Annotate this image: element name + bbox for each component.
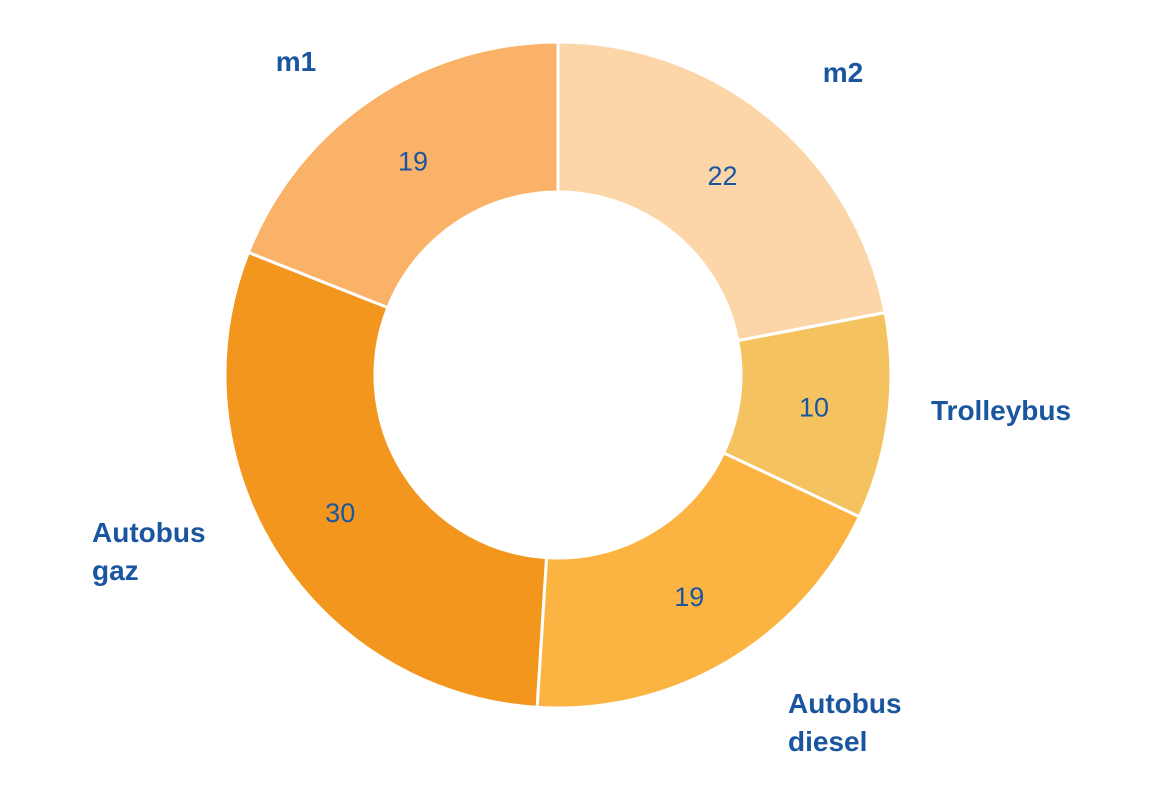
slice-value-autobus-gaz: 30 — [325, 498, 355, 528]
slice-label-m2: m2 — [823, 57, 863, 88]
donut-slice-autobus-gaz — [223, 250, 549, 709]
slice-value-trolleybus: 10 — [799, 392, 829, 422]
slice-label-trolleybus: Trolleybus — [931, 395, 1071, 426]
donut-slice-m2 — [556, 40, 887, 343]
slice-label-autobus-diesel: Autobus diesel — [788, 688, 902, 757]
slice-label-m1: m1 — [276, 46, 316, 77]
slice-label-autobus-gaz: Autobus gaz — [92, 517, 206, 586]
slice-value-m1: 19 — [398, 147, 428, 177]
slice-value-m2: 22 — [707, 161, 737, 191]
donut-slice-m1 — [246, 40, 560, 310]
donut-slice-autobus-diesel — [535, 451, 861, 710]
slice-value-autobus-diesel: 19 — [674, 582, 704, 612]
